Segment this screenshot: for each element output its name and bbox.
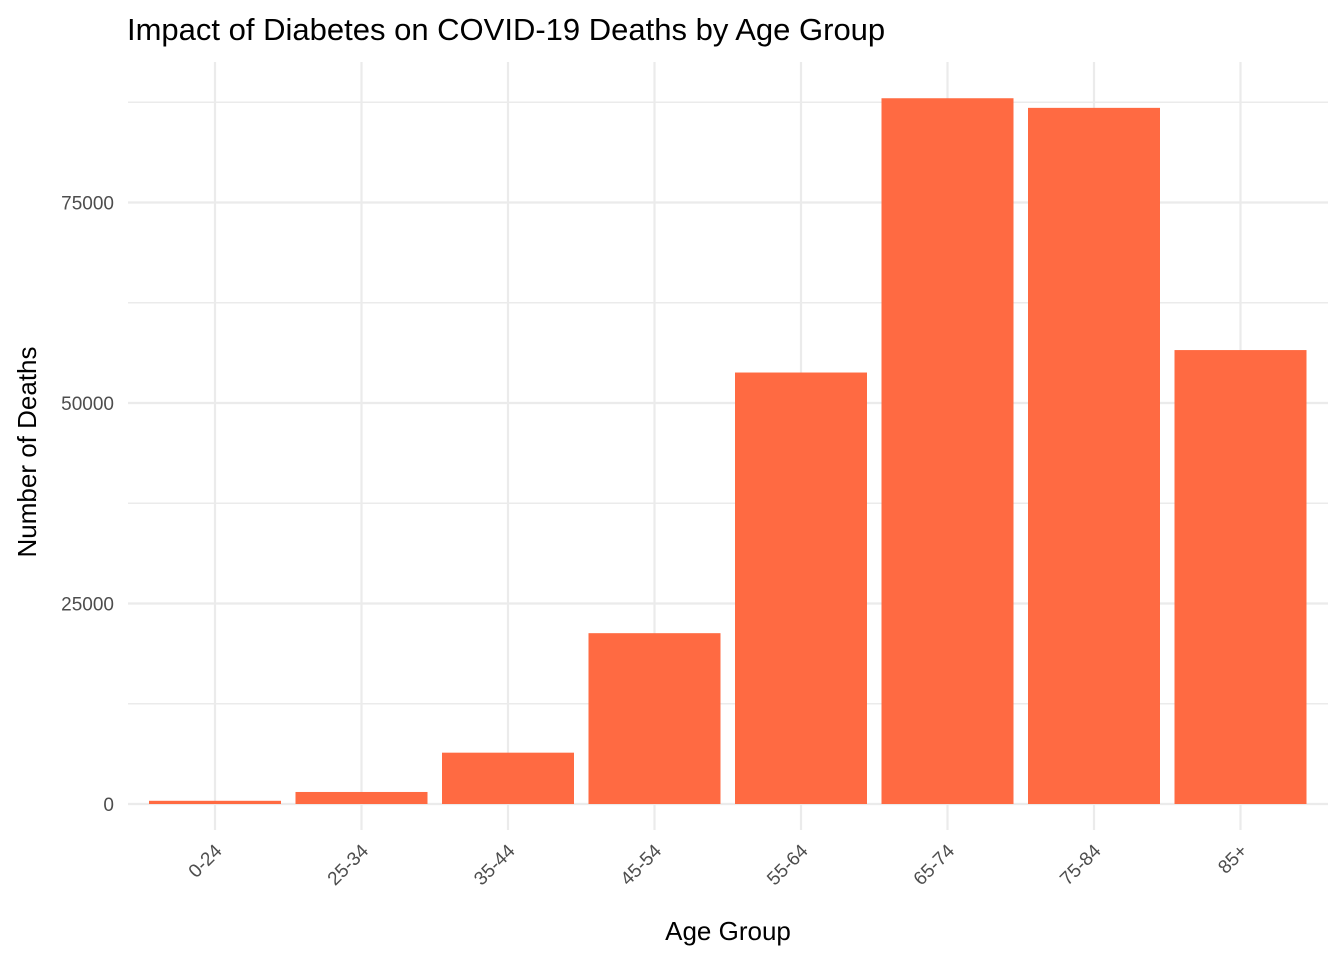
x-tick-label: 65-74 xyxy=(910,840,960,890)
bar-0-24 xyxy=(149,800,281,804)
y-tick-label: 25000 xyxy=(61,595,114,616)
x-tick-label: 25-34 xyxy=(324,840,374,890)
y-tick-label: 75000 xyxy=(61,194,114,215)
bar-45-54 xyxy=(588,633,721,804)
y-axis-ticks: 0 25000 50000 75000 xyxy=(61,194,114,817)
x-tick-label: 85+ xyxy=(1214,841,1252,879)
bar-35-44 xyxy=(442,752,574,804)
bar-65-74 xyxy=(881,98,1014,805)
x-tick-label: 0-24 xyxy=(185,840,227,882)
x-tick-label: 45-54 xyxy=(617,840,667,890)
y-tick-label: 0 xyxy=(103,795,114,816)
x-axis-title: Age Group xyxy=(665,916,791,946)
x-axis-ticks: 0-24 25-34 35-44 45-54 55-64 65-74 75-84 85+ xyxy=(185,840,1252,890)
y-tick-label: 50000 xyxy=(61,394,114,415)
x-tick-label: 35-44 xyxy=(470,840,520,890)
x-tick-label: 55-64 xyxy=(763,840,813,890)
bar-75-84 xyxy=(1028,107,1160,804)
y-axis-title: Number of Deaths xyxy=(12,347,42,558)
bars xyxy=(149,98,1307,805)
bar-25-34 xyxy=(295,791,428,804)
x-tick-label: 75-84 xyxy=(1056,840,1106,890)
bar-85+ xyxy=(1174,350,1307,804)
chart-title: Impact of Diabetes on COVID-19 Deaths by… xyxy=(127,12,885,47)
bar-55-64 xyxy=(735,372,867,804)
